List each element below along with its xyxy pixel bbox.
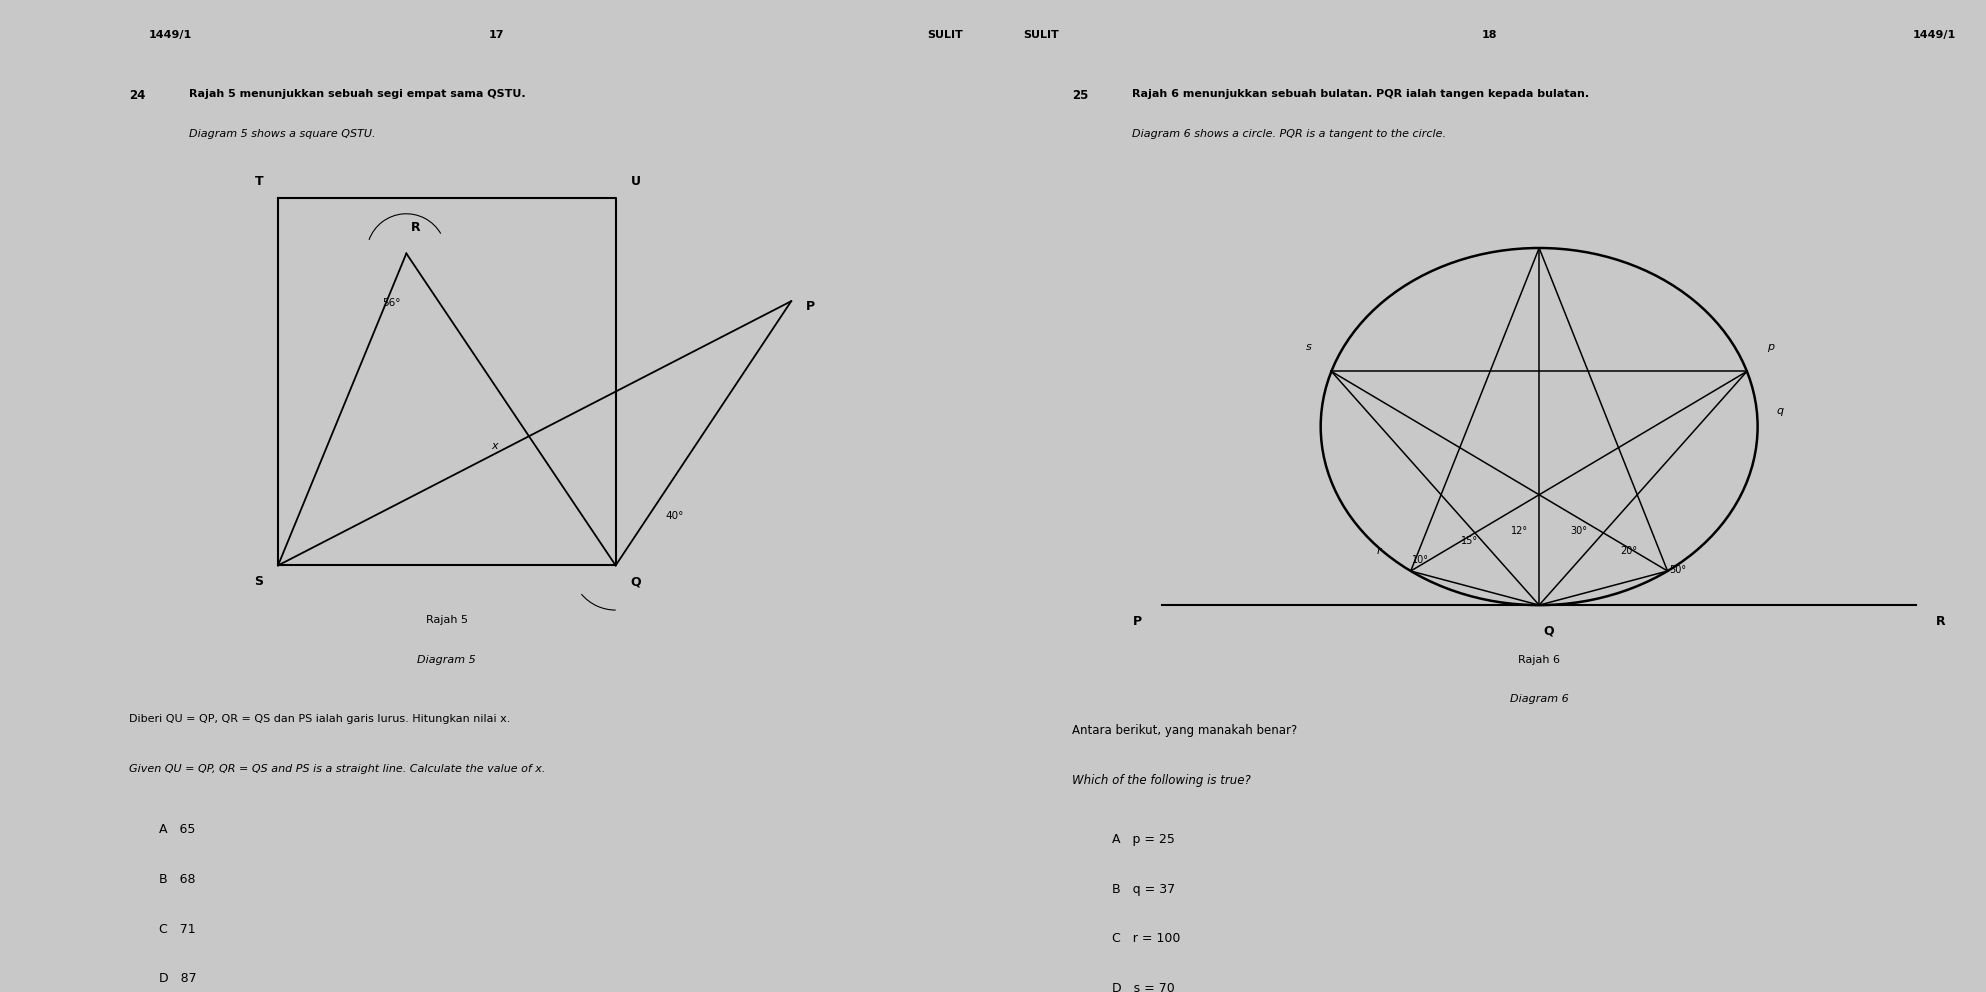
Text: Antara berikut, yang manakah benar?: Antara berikut, yang manakah benar? bbox=[1072, 724, 1297, 737]
Text: 30°: 30° bbox=[1571, 526, 1587, 536]
Text: SULIT: SULIT bbox=[1023, 30, 1059, 40]
Text: Diagram 5: Diagram 5 bbox=[417, 655, 477, 665]
Text: 20°: 20° bbox=[1621, 546, 1636, 556]
Text: p: p bbox=[1768, 341, 1773, 351]
Text: s: s bbox=[1305, 341, 1311, 351]
Text: U: U bbox=[630, 176, 641, 188]
Text: T: T bbox=[254, 176, 262, 188]
Text: Which of the following is true?: Which of the following is true? bbox=[1072, 774, 1251, 787]
Text: 10°: 10° bbox=[1412, 556, 1428, 565]
Text: Rajah 5 menunjukkan sebuah segi empat sama QSTU.: Rajah 5 menunjukkan sebuah segi empat sa… bbox=[189, 89, 524, 99]
Text: B   68: B 68 bbox=[159, 873, 195, 886]
Text: 15°: 15° bbox=[1462, 536, 1478, 546]
Text: 1449/1: 1449/1 bbox=[1913, 30, 1956, 40]
Text: P: P bbox=[806, 300, 814, 312]
Text: 17: 17 bbox=[489, 30, 504, 40]
Text: Diberi QU = QP, QR = QS dan PS ialah garis lurus. Hitungkan nilai x.: Diberi QU = QP, QR = QS dan PS ialah gar… bbox=[129, 714, 510, 724]
Text: Q: Q bbox=[630, 575, 641, 588]
Text: Q: Q bbox=[1543, 625, 1555, 638]
Text: r: r bbox=[1376, 547, 1380, 557]
Text: 18: 18 bbox=[1482, 30, 1497, 40]
Text: x: x bbox=[491, 441, 498, 451]
Text: P: P bbox=[1132, 615, 1142, 628]
Text: R: R bbox=[411, 220, 421, 234]
Text: Given QU = QP, QR = QS and PS is a straight line. Calculate the value of x.: Given QU = QP, QR = QS and PS is a strai… bbox=[129, 764, 546, 774]
Text: 25: 25 bbox=[1072, 89, 1088, 102]
Text: SULIT: SULIT bbox=[927, 30, 963, 40]
Text: 40°: 40° bbox=[665, 511, 683, 521]
Text: Rajah 6: Rajah 6 bbox=[1517, 655, 1561, 665]
Text: A   p = 25: A p = 25 bbox=[1112, 833, 1176, 846]
Text: 24: 24 bbox=[129, 89, 145, 102]
Text: D   87: D 87 bbox=[159, 972, 197, 985]
Text: S: S bbox=[254, 575, 262, 588]
Text: 1449/1: 1449/1 bbox=[149, 30, 193, 40]
Text: 50°: 50° bbox=[1670, 565, 1686, 575]
Text: Rajah 5: Rajah 5 bbox=[425, 615, 469, 625]
Text: R: R bbox=[1936, 615, 1946, 628]
Text: C   r = 100: C r = 100 bbox=[1112, 932, 1180, 945]
Text: q: q bbox=[1777, 406, 1783, 416]
Text: Diagram 6: Diagram 6 bbox=[1509, 694, 1569, 704]
Text: D   s = 70: D s = 70 bbox=[1112, 982, 1176, 992]
Text: 12°: 12° bbox=[1511, 526, 1527, 536]
Text: Rajah 6 menunjukkan sebuah bulatan. PQR ialah tangen kepada bulatan.: Rajah 6 menunjukkan sebuah bulatan. PQR … bbox=[1132, 89, 1589, 99]
Text: Diagram 5 shows a square QSTU.: Diagram 5 shows a square QSTU. bbox=[189, 129, 375, 139]
Text: C   71: C 71 bbox=[159, 923, 195, 935]
Text: 56°: 56° bbox=[381, 298, 401, 309]
Text: Diagram 6 shows a circle. PQR is a tangent to the circle.: Diagram 6 shows a circle. PQR is a tange… bbox=[1132, 129, 1446, 139]
Text: B   q = 37: B q = 37 bbox=[1112, 883, 1176, 896]
Text: A   65: A 65 bbox=[159, 823, 195, 836]
